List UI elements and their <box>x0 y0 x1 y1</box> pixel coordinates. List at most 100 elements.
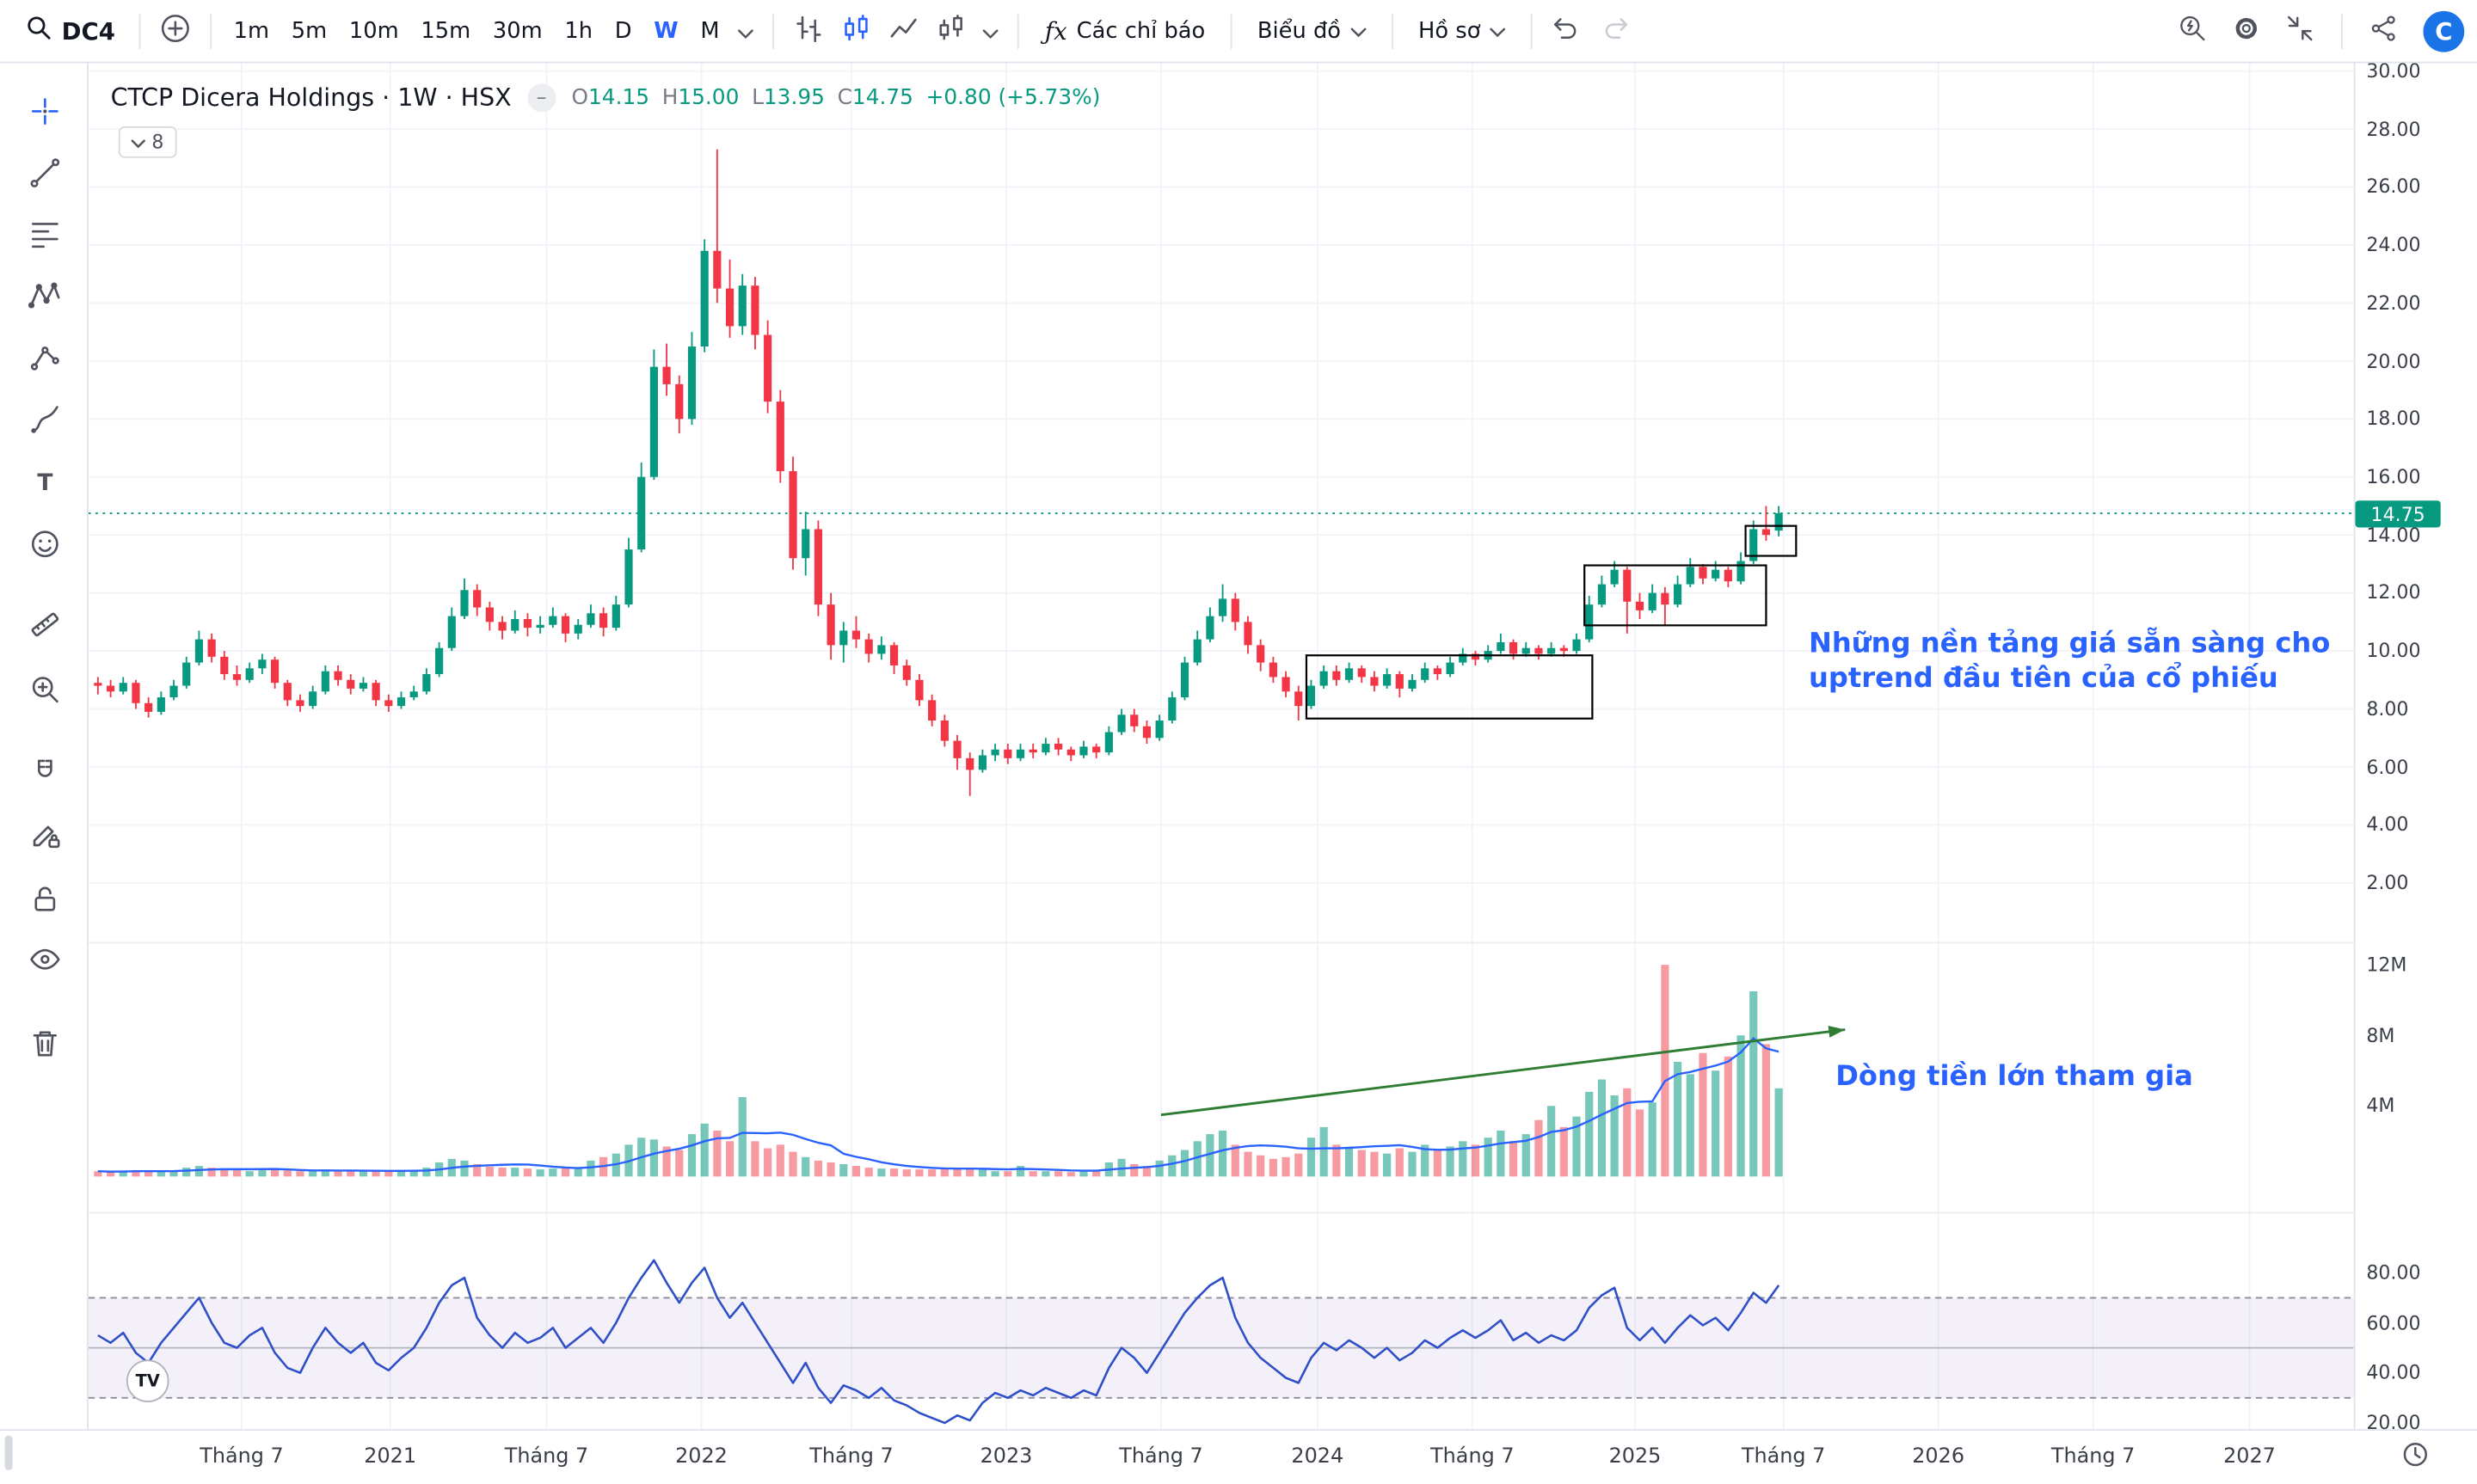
chevron-down-icon <box>738 15 754 46</box>
gear-icon <box>2230 12 2262 50</box>
timezone-clock-button[interactable] <box>2394 1437 2436 1478</box>
time-scale[interactable] <box>0 1429 2477 1484</box>
bars-style-button[interactable] <box>786 7 833 54</box>
symbol-label: DC4 <box>61 16 115 46</box>
legend-collapse-button[interactable]: – <box>527 83 556 113</box>
tool-remove-drawings[interactable] <box>17 1019 71 1072</box>
annotation-money-flow-note[interactable]: Dòng tiền lớn tham gia <box>1835 1061 2193 1095</box>
drawing-lock-icon <box>26 816 62 859</box>
price-scale[interactable] <box>2353 63 2477 1430</box>
tool-text[interactable]: T <box>17 458 71 512</box>
candles-style-button[interactable] <box>833 7 881 54</box>
magnet-icon <box>26 752 62 795</box>
timeframe-1h[interactable]: 1h <box>554 9 604 52</box>
chart-menu-button[interactable]: Biểu đồ <box>1243 7 1380 54</box>
tool-lock-all[interactable] <box>17 875 71 929</box>
add-symbol-button[interactable] <box>151 7 199 54</box>
quick-search-icon <box>2177 12 2209 50</box>
tool-hide-drawings[interactable] <box>17 935 71 988</box>
tradingview-logo[interactable]: TV <box>126 1359 169 1402</box>
share-button[interactable] <box>2360 7 2407 54</box>
hollow-candles-style-icon <box>936 12 968 50</box>
toolbar-separator <box>1017 13 1020 49</box>
broker-logo-letter: C <box>2435 16 2453 46</box>
tool-brush[interactable] <box>17 395 71 448</box>
tool-fib-retracement[interactable] <box>17 210 71 263</box>
timeframe-30m[interactable]: 30m <box>482 9 553 52</box>
line-style-icon <box>888 12 920 50</box>
timeframe-group: 1m 5m 10m 15m 30m 1h D W M <box>223 9 731 52</box>
share-icon <box>2368 12 2400 50</box>
indicators-button[interactable]: ƒx Các chỉ báo <box>1030 7 1219 54</box>
lock-all-icon <box>26 880 62 923</box>
tool-drawing-lock[interactable] <box>17 810 71 863</box>
crosshair-icon <box>26 92 62 135</box>
brush-icon <box>26 401 62 444</box>
chart-menu-label: Biểu đồ <box>1257 18 1342 44</box>
tool-ruler[interactable] <box>17 600 71 653</box>
timeframe-10m[interactable]: 10m <box>338 9 409 52</box>
redo-icon <box>1599 12 1631 50</box>
timeframe-15m[interactable]: 15m <box>410 9 482 52</box>
tool-emoji[interactable] <box>17 519 71 573</box>
candles-style-icon <box>841 12 873 50</box>
tool-xabcd-pattern[interactable] <box>17 272 71 325</box>
last-price-value: 14.75 <box>2370 502 2425 525</box>
top-toolbar: DC4 1m 5m 10m 15m 30m 1h D W M ƒx Các chỉ báo Bi… <box>0 0 2477 64</box>
timeframe-menu-button[interactable] <box>730 7 762 54</box>
low-value: 13.95 <box>763 85 825 111</box>
redo-button[interactable] <box>1591 7 1638 54</box>
chart-legend: CTCP Dicera Holdings · 1W · HSX – O14.15… <box>111 83 1101 113</box>
timeframe-M[interactable]: M <box>689 9 730 52</box>
remove-drawings-icon <box>26 1024 62 1067</box>
high-value: 15.00 <box>678 85 740 111</box>
toolbar-separator <box>1391 13 1393 49</box>
toolbar-separator <box>138 13 141 49</box>
settings-button[interactable] <box>2222 7 2270 54</box>
chevron-down-icon <box>131 131 145 153</box>
tool-magnet[interactable] <box>17 747 71 800</box>
ruler-icon <box>26 605 62 648</box>
toolbar-separator <box>2340 13 2343 49</box>
drawing-toolbar: T <box>0 63 89 1430</box>
symbol-search-button[interactable]: DC4 <box>13 7 128 54</box>
trend-line-icon <box>26 154 62 197</box>
drawings-count-button[interactable]: 8 <box>118 126 177 158</box>
change-value: +0.80 (+5.73%) <box>925 85 1101 111</box>
toolbar-separator <box>1531 13 1534 49</box>
toolbar-right-group: C <box>2169 7 2465 54</box>
timeframe-W[interactable]: W <box>642 9 689 52</box>
annotation-line: Những nền tảng giá sẵn sàng cho <box>1809 629 2331 660</box>
tool-prediction[interactable] <box>17 334 71 387</box>
tool-crosshair[interactable] <box>17 87 71 140</box>
quick-search-button[interactable] <box>2169 7 2216 54</box>
profile-menu-label: Hồ sơ <box>1418 18 1481 44</box>
pane-scroll-handle[interactable] <box>4 1435 13 1470</box>
chart-style-group <box>786 7 1007 54</box>
zoom-in-icon <box>26 671 62 714</box>
annotation-uptrend-note[interactable]: Những nền tảng giá sẵn sàng cho uptrend … <box>1809 629 2330 697</box>
open-value: 14.15 <box>588 85 650 111</box>
clock-icon <box>2401 1440 2430 1475</box>
last-price-badge: 14.75 <box>2355 500 2441 528</box>
timeframe-5m[interactable]: 5m <box>280 9 338 52</box>
hollow-candles-style-button[interactable] <box>928 7 975 54</box>
style-menu-button[interactable] <box>975 7 1007 54</box>
toolbar-separator <box>1230 13 1232 49</box>
minus-icon: – <box>536 86 547 110</box>
timeframe-D[interactable]: D <box>604 9 643 52</box>
line-style-button[interactable] <box>881 7 928 54</box>
annotation-line: uptrend đầu tiên của cổ phiếu <box>1809 663 2278 695</box>
broker-logo[interactable]: C <box>2423 9 2465 52</box>
exit-fullscreen-button[interactable] <box>2277 7 2324 54</box>
bars-style-icon <box>794 12 826 50</box>
emoji-icon <box>26 525 62 568</box>
tool-trend-line[interactable] <box>17 149 71 202</box>
tool-zoom-in[interactable] <box>17 665 71 718</box>
timeframe-1m[interactable]: 1m <box>223 9 280 52</box>
exit-fullscreen-icon <box>2284 12 2316 50</box>
profile-menu-button[interactable]: Hồ sơ <box>1404 7 1521 54</box>
search-icon <box>25 15 52 48</box>
undo-button[interactable] <box>1544 7 1591 54</box>
